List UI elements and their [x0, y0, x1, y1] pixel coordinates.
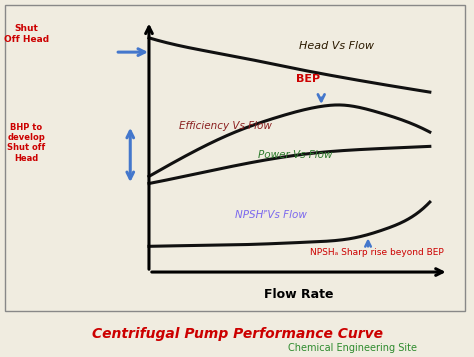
Text: BHP to
develop
Shut off
Head: BHP to develop Shut off Head	[7, 123, 45, 163]
Text: Head Vs Flow: Head Vs Flow	[299, 41, 374, 51]
Text: NPSHₐ Sharp rise beyond BEP: NPSHₐ Sharp rise beyond BEP	[310, 247, 444, 257]
Text: Power Vs Flow: Power Vs Flow	[257, 150, 332, 160]
Text: Shut
Off Head: Shut Off Head	[3, 24, 49, 44]
Text: Flow Rate: Flow Rate	[264, 288, 334, 301]
Text: NPSHᴾVs Flow: NPSHᴾVs Flow	[235, 210, 307, 220]
Text: Efficiency Vs Flow: Efficiency Vs Flow	[179, 121, 272, 131]
Text: BEP: BEP	[296, 74, 320, 84]
Text: Chemical Engineering Site: Chemical Engineering Site	[288, 343, 417, 353]
Text: Centrifugal Pump Performance Curve: Centrifugal Pump Performance Curve	[91, 327, 383, 341]
